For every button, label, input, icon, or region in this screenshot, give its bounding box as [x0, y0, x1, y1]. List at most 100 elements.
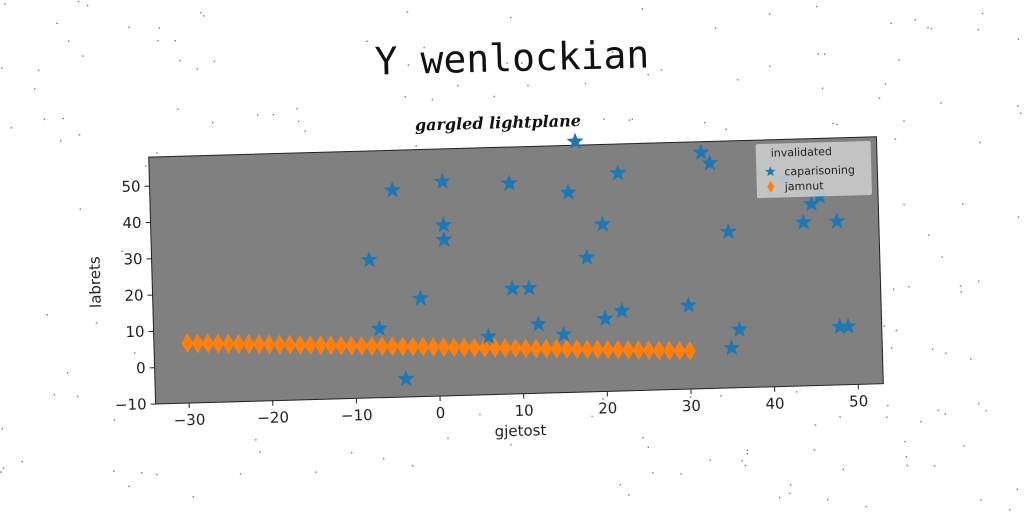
caparisoning-point	[831, 317, 849, 335]
caparisoning-point	[613, 302, 631, 319]
y-tick-label: 0	[136, 359, 146, 377]
caparisoning-point	[555, 325, 573, 342]
y-axis-label: labrets	[85, 256, 104, 308]
jamnut-point	[509, 338, 522, 359]
legend-box	[755, 140, 872, 199]
caparisoning-point	[370, 319, 388, 337]
jamnut-point	[242, 334, 255, 355]
jamnut-point	[499, 338, 512, 359]
caparisoning-point	[719, 222, 737, 240]
caparisoning-point	[839, 317, 857, 334]
jamnut-point	[591, 339, 604, 360]
y-tick-label: 10	[125, 323, 145, 342]
x-tick-label: 20	[598, 399, 618, 418]
jamnut-point	[335, 335, 348, 356]
jamnut-point	[571, 339, 584, 360]
legend-title: invalidated	[771, 145, 833, 160]
caparisoning-point	[596, 309, 614, 327]
jamnut-point	[304, 335, 317, 356]
jamnut-point	[417, 336, 430, 357]
jamnut-point	[345, 335, 358, 356]
jamnut-point	[406, 336, 419, 357]
caparisoning-point	[503, 279, 521, 297]
jamnut-point	[601, 339, 614, 360]
jamnut-point	[632, 340, 645, 361]
jamnut-point	[458, 337, 471, 358]
jamnut-point	[448, 337, 461, 358]
jamnut-point	[283, 334, 296, 355]
jamnut-point	[581, 339, 594, 360]
jamnut-point	[355, 335, 368, 356]
y-tick-label: 20	[124, 286, 144, 305]
caparisoning-point	[828, 212, 846, 229]
x-axis: −30 −20 −10 0 10 20 30 40 50	[173, 384, 869, 430]
jamnut-point	[314, 335, 327, 356]
caparisoning-point	[520, 279, 538, 296]
jamnut-point	[622, 339, 635, 360]
caparisoning-point	[434, 216, 453, 233]
jamnut-point	[673, 340, 686, 361]
caparisoning-point	[578, 248, 596, 265]
caparisoning-point	[794, 213, 812, 230]
jamnut-point	[550, 338, 563, 359]
caparisoning-point	[730, 320, 748, 337]
jamnut-point	[540, 338, 553, 359]
y-tick-label: 30	[123, 250, 143, 269]
y-tick-label: 50	[121, 177, 141, 196]
jamnut-point	[222, 333, 235, 354]
caparisoning-point	[701, 154, 719, 171]
jamnut-point	[683, 340, 696, 361]
caparisoning-point	[529, 315, 547, 332]
plot-area	[148, 136, 884, 405]
caparisoning-point	[383, 181, 401, 198]
jamnut-point	[530, 338, 543, 359]
caparisoning-point	[360, 250, 378, 268]
x-tick-label: 40	[765, 394, 785, 413]
jamnut-point	[396, 336, 409, 357]
caparisoning-point	[566, 132, 584, 149]
x-tick-label: −10	[341, 406, 373, 425]
caparisoning-point	[609, 164, 627, 181]
caparisoning-point	[433, 172, 451, 190]
caparisoning-point	[723, 338, 741, 356]
x-tick-label: 0	[435, 404, 445, 422]
data-marks	[181, 132, 857, 387]
legend-star-marker	[765, 166, 776, 177]
jamnut-point	[253, 334, 266, 355]
caparisoning-point	[559, 183, 577, 201]
y-tick-label: 40	[122, 214, 142, 233]
x-axis-label: gjetost	[494, 421, 546, 440]
y-axis: −10 0 10 20 30 40 50	[115, 177, 156, 414]
jamnut-point	[468, 337, 481, 358]
jamnut-point	[560, 339, 573, 360]
jamnut-point	[427, 336, 440, 357]
x-tick-label: 50	[849, 392, 869, 411]
jamnut-point	[653, 340, 666, 361]
jamnut-point	[489, 337, 502, 358]
x-tick-label: 10	[514, 401, 534, 420]
jamnut-point	[365, 336, 378, 357]
jamnut-point	[191, 333, 204, 354]
caparisoning-point	[692, 143, 710, 160]
jamnut-point	[376, 336, 389, 357]
caparisoning-point	[593, 215, 612, 232]
jamnut-point	[294, 334, 307, 355]
legend-label: caparisoning	[784, 163, 855, 178]
jamnut-point	[181, 333, 194, 354]
x-tick-label: 30	[682, 397, 702, 416]
jamnut-point	[663, 340, 676, 361]
jamnut-point	[519, 338, 532, 359]
jamnut-point	[642, 340, 655, 361]
jamnut-point	[478, 337, 491, 358]
caparisoning-point	[802, 194, 820, 212]
caparisoning-point	[397, 369, 415, 387]
jamnut-point	[263, 334, 276, 355]
caparisoning-point	[435, 230, 453, 248]
jamnut-point	[437, 337, 450, 358]
jamnut-point	[324, 335, 337, 356]
legend-diamond-marker	[767, 180, 775, 193]
x-tick-label: −20	[257, 408, 289, 427]
